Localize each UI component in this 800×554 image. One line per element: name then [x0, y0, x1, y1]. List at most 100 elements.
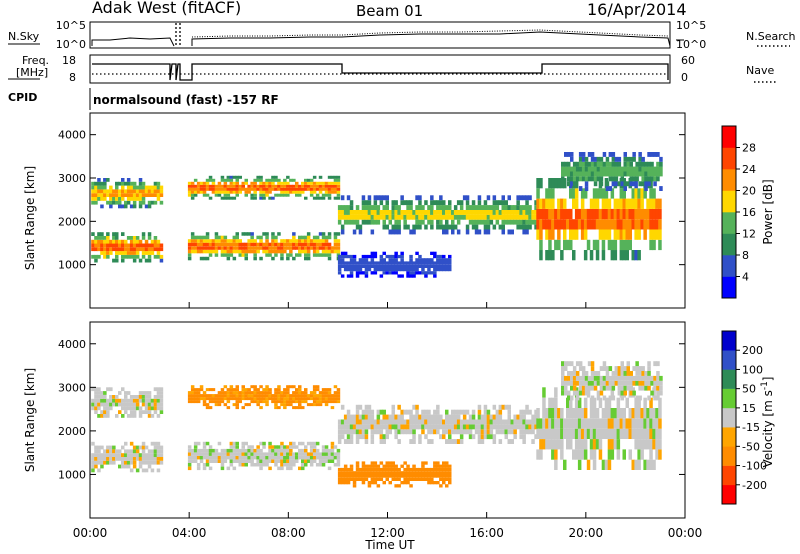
power-cell	[554, 219, 558, 230]
power-cell	[256, 187, 260, 191]
velocity-cell	[659, 390, 663, 396]
velocity-cell	[159, 449, 164, 454]
velocity-cell	[232, 459, 237, 463]
power-cell	[400, 200, 404, 206]
power-cell	[115, 239, 119, 244]
velocity-cell	[653, 395, 657, 401]
velocity-cell	[355, 461, 360, 465]
power-cell	[492, 210, 497, 215]
velocity-cell	[580, 418, 585, 429]
velocity-cell	[427, 477, 431, 481]
power-cell	[388, 229, 392, 235]
velocity-cell	[608, 385, 613, 391]
velocity-cell	[439, 477, 443, 481]
velocity-cell	[574, 439, 579, 450]
power-cell	[613, 229, 618, 240]
velocity-cell	[581, 385, 586, 391]
power-cell	[583, 219, 588, 230]
power-cell	[333, 178, 338, 182]
velocity-cell	[659, 385, 663, 391]
power-cell	[625, 198, 629, 209]
station-title: Adak West (fitACF)	[92, 0, 241, 17]
power-cell	[349, 214, 354, 220]
velocity-cell	[379, 439, 384, 444]
velocity-cell	[235, 388, 239, 392]
power-cell	[262, 190, 266, 194]
velocity-cell	[327, 448, 332, 453]
velocity-cell	[498, 429, 503, 435]
power-cell	[321, 249, 326, 254]
velocity-cell	[109, 449, 113, 454]
velocity-cell	[468, 419, 473, 425]
power-cell	[327, 242, 332, 247]
power-band-6	[536, 178, 662, 261]
power-cell	[601, 188, 606, 199]
power-cell	[379, 258, 384, 262]
velocity-cell	[190, 385, 195, 389]
velocity-cell	[379, 477, 384, 481]
power-cell	[115, 258, 119, 263]
power-cell	[658, 198, 662, 209]
power-cell	[617, 181, 622, 187]
power-cell	[620, 181, 624, 187]
velocity-cell	[607, 418, 612, 429]
velocity-cell	[159, 391, 164, 395]
power-cell	[327, 175, 332, 179]
power-cell	[121, 247, 125, 252]
velocity-cell	[551, 418, 555, 429]
power-cell	[489, 219, 494, 225]
velocity-cell	[614, 371, 619, 376]
power-cell	[138, 197, 143, 201]
velocity-cell	[156, 453, 161, 457]
power-cell	[583, 208, 588, 220]
velocity-cell	[250, 455, 254, 460]
velocity-cell	[433, 419, 437, 425]
velocity-cell	[388, 424, 392, 430]
velocity-cell	[453, 429, 458, 435]
velocity-cell	[367, 471, 372, 475]
velocity-cell	[436, 464, 440, 468]
power-cell	[196, 242, 201, 247]
power-cell	[214, 239, 219, 243]
power-cell	[265, 181, 269, 185]
velocity-cell	[498, 414, 503, 420]
power-cell	[223, 193, 228, 197]
x-tick-label: 20:00	[569, 526, 604, 540]
power-cell	[607, 198, 612, 209]
power-cell	[498, 210, 503, 215]
power-cell	[138, 189, 143, 194]
velocity-cell	[337, 481, 342, 485]
x-tick-label: 16:00	[469, 526, 504, 540]
power-cell	[628, 229, 632, 240]
power-cell	[501, 224, 505, 230]
power-cell	[103, 239, 107, 244]
power-cell	[400, 214, 404, 220]
power-cell	[367, 205, 372, 210]
power-cell	[124, 251, 128, 255]
power-cell	[336, 181, 341, 185]
power-cell	[238, 253, 242, 257]
power-cell	[97, 189, 101, 194]
power-cell	[385, 205, 389, 210]
velocity-cell	[598, 418, 603, 429]
power-cell	[153, 185, 158, 190]
power-cell	[430, 271, 434, 275]
velocity-cell	[97, 457, 101, 461]
velocity-cell	[448, 474, 452, 478]
velocity-cell	[649, 449, 653, 460]
power-cell	[358, 224, 363, 230]
velocity-cell	[312, 391, 317, 395]
velocity-cell	[112, 402, 116, 407]
velocity-cell	[542, 418, 546, 429]
velocity-cell	[489, 414, 494, 420]
power-cell	[635, 176, 639, 182]
velocity-cell	[286, 391, 290, 395]
velocity-cell	[373, 461, 378, 465]
velocity-cell	[277, 406, 281, 410]
velocity-cell	[572, 449, 576, 460]
velocity-colorbar-swatch	[722, 388, 736, 409]
velocity-cell	[286, 400, 290, 404]
power-cell	[283, 242, 287, 247]
power-cell	[424, 274, 428, 278]
